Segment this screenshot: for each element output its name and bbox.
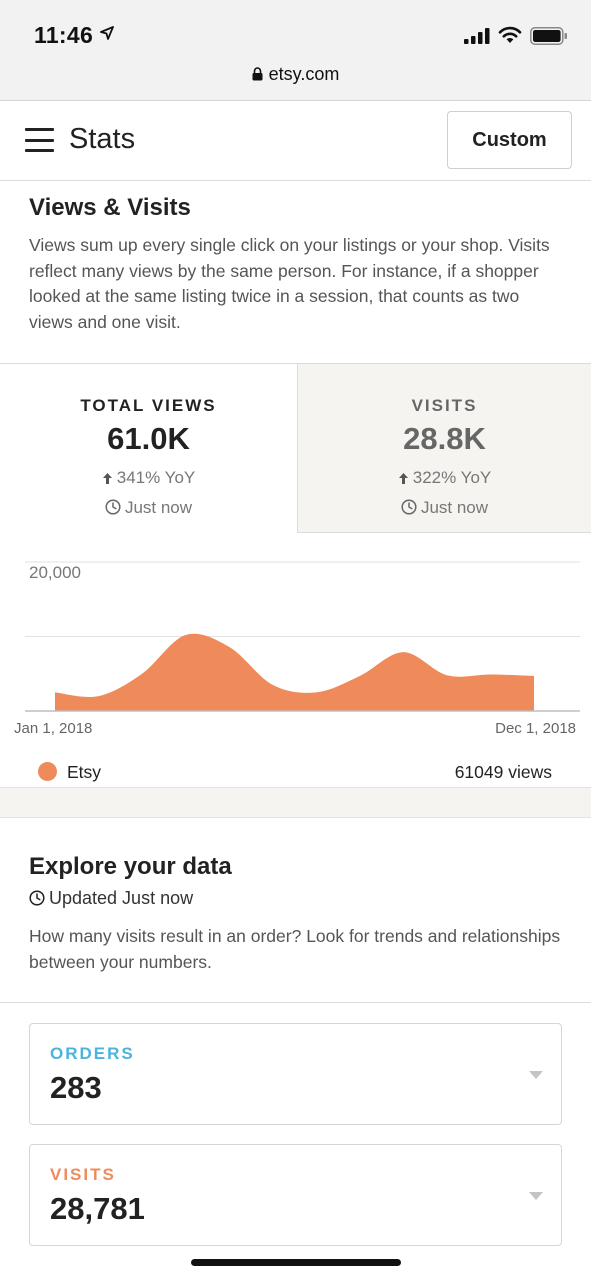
chart-plot — [25, 561, 580, 712]
page-title: Stats — [69, 123, 136, 155]
divider — [0, 1002, 591, 1003]
arrow-up-icon — [398, 473, 408, 484]
chart-legend: Etsy 61049 views — [0, 757, 591, 787]
location-arrow-icon — [100, 26, 114, 40]
visits-metric-select[interactable]: VISITS 28,781 — [29, 1144, 562, 1246]
yoy-text: 322% YoY — [412, 468, 492, 487]
tab-yoy: 322% YoY — [298, 468, 591, 488]
wifi-icon — [498, 26, 522, 43]
tab-value: 61.0K — [107, 421, 190, 456]
stats-tabs: TOTAL VIEWS 61.0K 341% YoY Just now VISI… — [0, 363, 591, 533]
status-time: 11:46 — [34, 22, 94, 48]
views-visits-heading: Views & Visits — [29, 194, 191, 221]
url-bar[interactable]: etsy.com — [0, 62, 591, 101]
explore-heading: Explore your data — [29, 853, 232, 880]
orders-metric-select[interactable]: ORDERS 283 — [29, 1023, 562, 1125]
series-area-etsy — [55, 633, 534, 711]
custom-range-button[interactable]: Custom — [447, 111, 572, 169]
explore-updated-text: Updated Just now — [49, 888, 194, 908]
legend-series-name: Etsy — [67, 762, 102, 782]
tab-visits[interactable]: VISITS 28.8K 322% YoY Just now — [297, 364, 591, 533]
x-tick-label-start: Jan 1, 2018 — [14, 720, 93, 737]
y-tick-label: 20,000 — [29, 563, 81, 582]
url-display[interactable]: etsy.com — [0, 64, 591, 85]
explore-updated: Updated Just now — [29, 888, 193, 909]
tab-value: 28.8K — [403, 421, 486, 456]
status-bar: 11:46 — [0, 0, 591, 62]
chevron-down-icon — [529, 1071, 543, 1079]
views-chart: 20,000 Jan 1, 2018 Dec 1, 2018 — [0, 533, 591, 763]
views-visits-description: Views sum up every single click on your … — [29, 235, 550, 332]
tab-label: VISITS — [411, 396, 478, 415]
legend-series-total: 61049 views — [454, 762, 552, 782]
updated-text: Just now — [124, 498, 193, 517]
section-divider-band — [0, 787, 591, 818]
metric-value: 28,781 — [50, 1191, 145, 1226]
updated-text: Just now — [420, 498, 489, 517]
x-tick-label-end: Dec 1, 2018 — [495, 720, 576, 737]
tab-updated: Just now — [298, 498, 591, 518]
battery-icon — [530, 27, 567, 45]
metric-value: 283 — [50, 1070, 102, 1105]
page-header: Stats Custom — [0, 101, 591, 181]
url-text: etsy.com — [268, 64, 340, 84]
explore-description: How many visits result in an order? Look… — [29, 926, 561, 972]
tab-label: TOTAL VIEWS — [80, 396, 217, 415]
tab-total-views[interactable]: TOTAL VIEWS 61.0K 341% YoY Just now — [0, 364, 297, 533]
clock-icon — [29, 890, 45, 906]
legend-swatch — [38, 762, 57, 781]
chevron-down-icon — [529, 1192, 543, 1200]
tab-yoy: 341% YoY — [0, 468, 297, 488]
clock-icon — [401, 499, 417, 515]
arrow-up-icon — [102, 473, 112, 484]
cellular-signal-icon — [464, 28, 490, 44]
lock-icon — [252, 67, 263, 81]
clock-icon — [105, 499, 121, 515]
tab-updated: Just now — [0, 498, 297, 518]
yoy-text: 341% YoY — [116, 468, 196, 487]
hamburger-menu-icon[interactable] — [25, 126, 55, 154]
metric-label: ORDERS — [50, 1044, 135, 1063]
home-indicator — [191, 1259, 401, 1266]
metric-label: VISITS — [50, 1165, 116, 1184]
